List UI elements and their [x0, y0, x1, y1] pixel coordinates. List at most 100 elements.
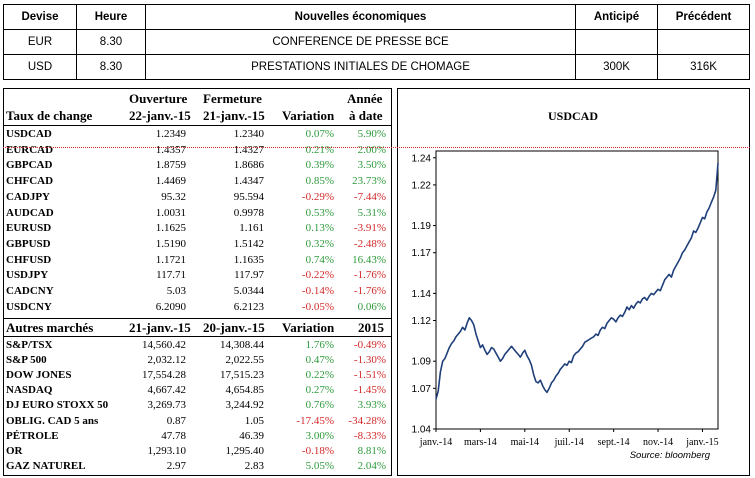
row-variation: 0.13% [305, 222, 334, 235]
markets-header-title: Autres marchés [6, 320, 94, 335]
row-open: 3,269.73 [147, 399, 187, 412]
row-ytd: -1.30% [353, 354, 386, 367]
row-name: DOW JONES [6, 369, 72, 382]
table-row: NASDAQ 4,667.42 4,654.85 0.27% -1.45% [4, 384, 391, 398]
rates-panel: Ouverture Fermeture Année Taux de change… [3, 88, 392, 476]
chart-title: USDCAD [548, 109, 598, 123]
row-ytd: -8.33% [353, 429, 386, 442]
row-ytd: -3.91% [353, 222, 386, 235]
row-name: CADCNY [6, 285, 54, 297]
econ-header-anticipe: Anticipé [575, 4, 658, 30]
fx-header-close: Fermeture [203, 91, 262, 106]
row-open: 1.4469 [155, 175, 186, 188]
table-row: GBPCAD 1.8759 1.8686 0.39% 3.50% [4, 159, 391, 173]
row-open: 1,293.10 [147, 444, 187, 457]
row-variation: 0.32% [305, 237, 334, 250]
row-name: CHFUSD [6, 253, 52, 266]
econ-header-devise: Devise [3, 4, 77, 30]
row-name: AUDCAD [6, 206, 54, 219]
row-ytd: -1.76% [353, 269, 386, 282]
row-name: GBPCAD [6, 159, 53, 172]
fx-header-open: Ouverture [129, 91, 188, 106]
table-row: USDCAD 1.2349 1.2340 0.07% 5.90% [4, 128, 391, 142]
row-ytd: -2.48% [353, 237, 386, 250]
row-ytd: 3.50% [357, 159, 386, 172]
row-open: 1.4357 [155, 143, 186, 156]
row-variation: -0.22% [301, 269, 334, 282]
row-variation: 0.07% [305, 128, 334, 140]
row-variation: 0.22% [305, 369, 334, 382]
row-ytd: -7.44% [353, 190, 386, 203]
row-close: 1.2340 [233, 128, 264, 140]
row-close: 2,022.55 [225, 354, 265, 367]
table-row: GBPUSD 1.5190 1.5142 0.32% -2.48% [4, 238, 391, 252]
row-name: S&P 500 [6, 354, 47, 367]
row-close: 1.8686 [233, 159, 264, 172]
markets-header-open: 21-janv.-15 [129, 320, 191, 335]
econ-row: USD 8.30 PRESTATIONS INITIALES DE CHOMAG… [3, 54, 750, 80]
econ-cell-precedent: 316K [657, 54, 750, 80]
table-row: AUDCAD 1.0031 0.9978 0.53% 5.31% [4, 207, 391, 221]
usdcad-chart-panel: USDCAD 1.04 1.07 1.09 1.12 1.14 1.17 1.19 1.22 1.… [397, 88, 750, 476]
econ-cell-precedent [657, 29, 750, 55]
table-row: CADJPY 95.32 95.594 -0.29% -7.44% [4, 191, 391, 205]
y-tick-label: 1.07 [412, 384, 432, 395]
row-variation: 0.74% [305, 253, 334, 266]
x-tick-label: mars-14 [464, 437, 497, 448]
row-close: 6.2123 [233, 300, 264, 313]
econ-cell-devise: EUR [3, 29, 77, 55]
y-tick-label: 1.12 [412, 316, 432, 327]
row-close: 95.594 [233, 190, 264, 203]
econ-cell-anticipe: 300K [575, 54, 658, 80]
row-open: 4,667.42 [147, 384, 187, 397]
row-open: 1.8759 [155, 159, 186, 172]
economic-calendar-table: Devise Heure Nouvelles économiques Antic… [3, 4, 750, 80]
row-close: 5.0344 [233, 285, 264, 297]
markets-header-ytd: 2015 [358, 320, 384, 335]
econ-cell-news: PRESTATIONS INITIALES DE CHOMAGE [145, 54, 576, 80]
row-close: 1.1635 [233, 253, 264, 266]
row-name: OR [6, 444, 23, 457]
x-tick-label: mai-14 [511, 437, 539, 448]
table-row: S&P 500 2,032.12 2,022.55 0.47% -1.30% [4, 354, 391, 368]
row-open: 1.5190 [155, 237, 186, 250]
row-name: DJ EURO STOXX 50 [6, 399, 109, 412]
row-open: 6.2090 [155, 300, 186, 313]
row-open: 1.1625 [155, 222, 186, 235]
markets-header-divider [4, 336, 391, 337]
row-variation: -0.29% [301, 190, 334, 203]
econ-cell-news: CONFERENCE DE PRESSE BCE [145, 29, 576, 55]
econ-cell-heure: 8.30 [76, 29, 146, 55]
table-row: OR 1,293.10 1,295.40 -0.18% 8.81% [4, 445, 391, 459]
row-ytd: -1.45% [353, 384, 386, 397]
chart-source: Source: bloomberg [630, 450, 711, 461]
econ-header-heure: Heure [76, 4, 146, 30]
row-variation: 0.53% [305, 206, 334, 219]
y-tick-label: 1.22 [412, 180, 432, 191]
y-tick-label: 1.17 [412, 248, 432, 259]
markets-header-close: 20-janv.-15 [203, 320, 265, 335]
fx-header-year: Année [347, 91, 383, 106]
row-open: 47.78 [161, 429, 186, 442]
table-row: USDCNY 6.2090 6.2123 -0.05% 0.06% [4, 301, 391, 315]
row-ytd: -0.49% [353, 339, 386, 351]
row-name: USDCNY [6, 300, 52, 313]
row-name: USDCAD [6, 128, 52, 140]
econ-cell-devise: USD [3, 54, 77, 80]
table-row: CADCNY 5.03 5.0344 -0.14% -1.76% [4, 285, 391, 299]
table-row: PÉTROLE 47.78 46.39 3.00% -8.33% [4, 430, 391, 444]
row-close: 17,515.23 [220, 369, 264, 382]
row-open: 95.32 [161, 190, 186, 203]
row-name: NASDAQ [6, 384, 53, 397]
row-name: GBPUSD [6, 237, 51, 250]
row-open: 14,560.42 [142, 339, 186, 351]
row-close: 2.83 [244, 459, 264, 472]
fx-header-title: Taux de change [6, 108, 93, 123]
row-open: 0.87 [166, 414, 186, 427]
econ-row: EUR 8.30 CONFERENCE DE PRESSE BCE [3, 29, 750, 55]
table-row: OBLIG. CAD 5 ans 0.87 1.05 -17.45% -34.28% [4, 415, 391, 429]
x-tick-label: janv.-15 [685, 437, 718, 448]
y-tick-label: 1.09 [412, 357, 432, 368]
row-open: 2.97 [166, 459, 186, 472]
y-tick-label: 1.19 [412, 221, 432, 232]
